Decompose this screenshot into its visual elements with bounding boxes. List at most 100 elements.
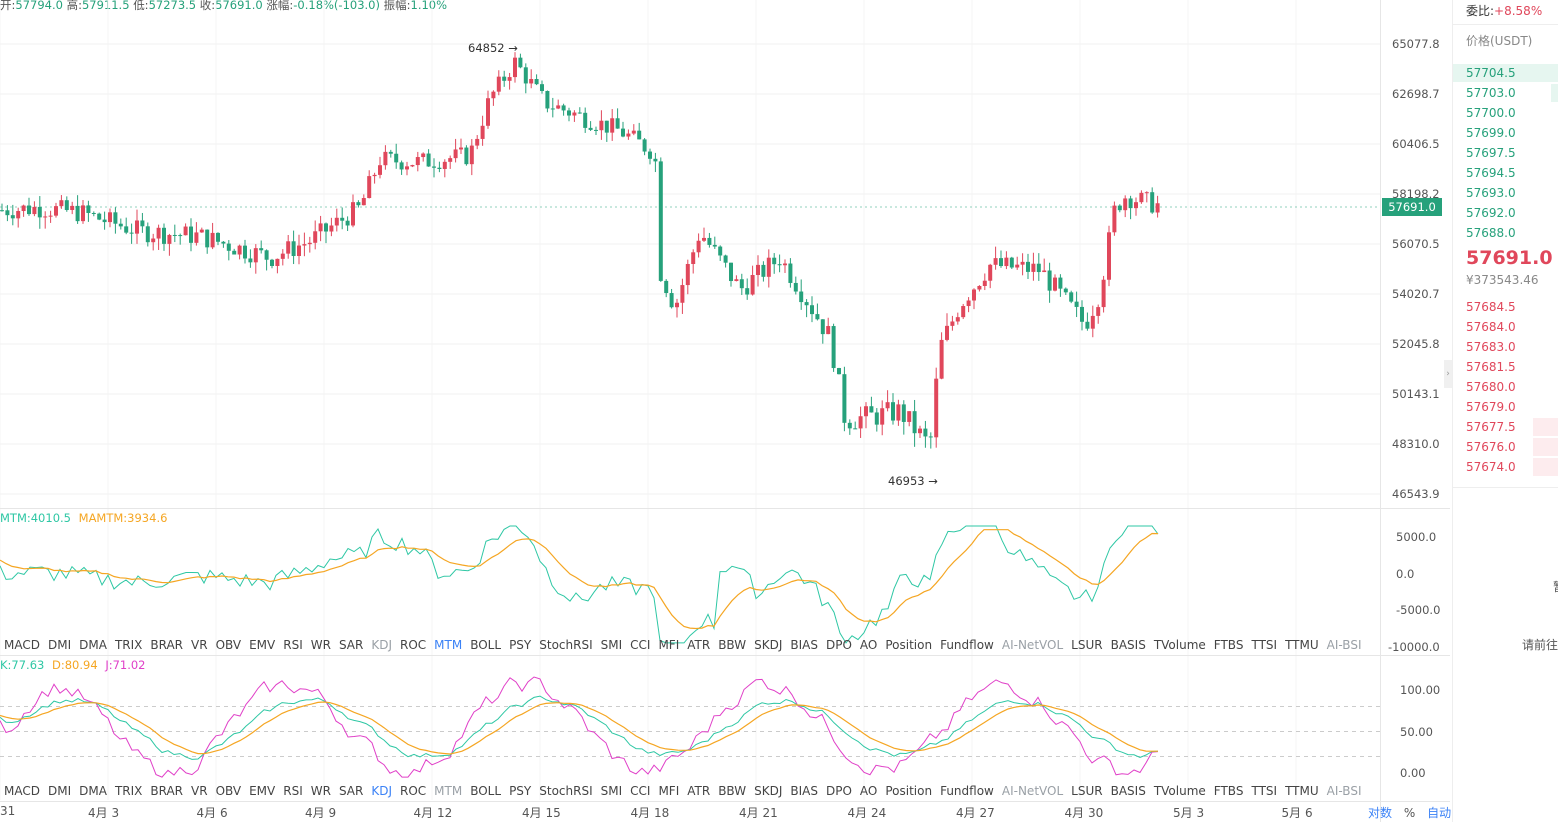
- indicator-tab-brar[interactable]: BRAR: [150, 784, 184, 798]
- indicator-tab-bbw[interactable]: BBW: [718, 638, 747, 652]
- ask-row[interactable]: 57704.5: [1453, 63, 1558, 83]
- indicator-tab-ao[interactable]: AO: [859, 638, 878, 652]
- collapse-panel-handle[interactable]: ›: [1444, 360, 1452, 388]
- indicator-tab-emv[interactable]: EMV: [249, 784, 276, 798]
- indicator-tab-trix[interactable]: TRIX: [114, 638, 143, 652]
- indicator-tab-roc[interactable]: ROC: [400, 638, 427, 652]
- indicator-tab-vr[interactable]: VR: [191, 784, 208, 798]
- bid-row[interactable]: 57684.5: [1453, 297, 1558, 317]
- ask-row[interactable]: 57692.0: [1453, 203, 1558, 223]
- indicator-tab-stochrsi[interactable]: StochRSI: [539, 638, 593, 652]
- bid-row[interactable]: 57681.5: [1453, 357, 1558, 377]
- indicator-tab-smi[interactable]: SMI: [600, 784, 623, 798]
- indicator-tab-rsi[interactable]: RSI: [283, 638, 303, 652]
- indicator-tab-dmi[interactable]: DMI: [47, 638, 72, 652]
- indicator-tab-obv[interactable]: OBV: [215, 638, 242, 652]
- indicator-tab-dmi[interactable]: DMI: [47, 784, 72, 798]
- indicator-tab-kdj[interactable]: KDJ: [371, 638, 392, 652]
- bid-row[interactable]: 57679.0: [1453, 397, 1558, 417]
- indicator-tab-ttsi[interactable]: TTSI: [1251, 784, 1278, 798]
- indicator-tab-mtm[interactable]: MTM: [434, 638, 463, 652]
- indicator-tab-bbw[interactable]: BBW: [718, 784, 747, 798]
- indicator-tab-ttmu[interactable]: TTMU: [1285, 784, 1319, 798]
- indicator-tab-position[interactable]: Position: [885, 784, 933, 798]
- indicator-tab-skdj[interactable]: SKDJ: [754, 784, 783, 798]
- indicator-tab-ttsi[interactable]: TTSI: [1251, 638, 1278, 652]
- indicator-tab-cci[interactable]: CCI: [630, 784, 651, 798]
- indicator-tab-boll[interactable]: BOLL: [470, 784, 502, 798]
- percent-scale-toggle[interactable]: %: [1403, 806, 1416, 820]
- indicator-tab-dpo[interactable]: DPO: [825, 784, 852, 798]
- indicator-tab-tvolume[interactable]: TVolume: [1153, 784, 1206, 798]
- auto-scale-toggle[interactable]: 自动: [1427, 806, 1452, 820]
- indicator-tab-macd[interactable]: MACD: [4, 784, 40, 798]
- log-scale-toggle[interactable]: 对数: [1368, 806, 1393, 820]
- indicator-tab-cci[interactable]: CCI: [630, 638, 651, 652]
- indicator-tab-smi[interactable]: SMI: [600, 638, 623, 652]
- ask-row[interactable]: 57693.0: [1453, 183, 1558, 203]
- indicator-tab-psy[interactable]: PSY: [509, 638, 532, 652]
- indicator-tab-wr[interactable]: WR: [310, 784, 331, 798]
- indicator-tab-ai-netvol[interactable]: AI-NetVOL: [1001, 784, 1064, 798]
- indicator-tab-obv[interactable]: OBV: [215, 784, 242, 798]
- ask-row[interactable]: 57700.0: [1453, 103, 1558, 123]
- indicator-tab-ftbs[interactable]: FTBS: [1213, 638, 1244, 652]
- ask-row[interactable]: 57697.5: [1453, 143, 1558, 163]
- indicator-tab-ttmu[interactable]: TTMU: [1285, 638, 1319, 652]
- bid-row[interactable]: 57674.0: [1453, 457, 1558, 477]
- indicator-tab-ai-netvol[interactable]: AI-NetVOL: [1001, 638, 1064, 652]
- ask-row[interactable]: 57699.0: [1453, 123, 1558, 143]
- indicator-tab-mfi[interactable]: MFI: [658, 784, 680, 798]
- indicator-tab-roc[interactable]: ROC: [400, 784, 427, 798]
- indicator-tab-bias[interactable]: BIAS: [790, 638, 818, 652]
- indicator-tab-wr[interactable]: WR: [310, 638, 331, 652]
- indicator-tab-atr[interactable]: ATR: [687, 638, 711, 652]
- ask-row[interactable]: 57703.0: [1453, 83, 1558, 103]
- indicator-tab-mtm[interactable]: MTM: [434, 784, 463, 798]
- indicator-tab-psy[interactable]: PSY: [509, 784, 532, 798]
- indicator-tab-ai-bsi[interactable]: AI-BSI: [1326, 638, 1362, 652]
- bid-price: 57679.0: [1466, 400, 1516, 414]
- indicator-tab-kdj[interactable]: KDJ: [371, 784, 392, 798]
- indicator-tab-fundflow[interactable]: Fundflow: [940, 638, 994, 652]
- indicator-tab-fundflow[interactable]: Fundflow: [940, 784, 994, 798]
- indicator-tab-bias[interactable]: BIAS: [790, 784, 818, 798]
- bid-row[interactable]: 57684.0: [1453, 317, 1558, 337]
- candlestick-chart[interactable]: [0, 0, 1380, 822]
- indicator-tab-dma[interactable]: DMA: [79, 784, 107, 798]
- indicator-tab-ao[interactable]: AO: [859, 784, 878, 798]
- indicator-tab-tvolume[interactable]: TVolume: [1153, 638, 1206, 652]
- indicator-tab-dma[interactable]: DMA: [79, 638, 107, 652]
- indicator-tab-basis[interactable]: BASIS: [1110, 638, 1146, 652]
- candle-body: [815, 314, 820, 320]
- indicator-tab-position[interactable]: Position: [885, 638, 933, 652]
- indicator-tab-emv[interactable]: EMV: [249, 638, 276, 652]
- indicator-tab-macd[interactable]: MACD: [4, 638, 40, 652]
- indicator-tab-boll[interactable]: BOLL: [470, 638, 502, 652]
- indicator-tab-lsur[interactable]: LSUR: [1071, 638, 1103, 652]
- candle-body: [621, 128, 625, 137]
- indicator-tab-trix[interactable]: TRIX: [114, 784, 143, 798]
- indicator-tab-vr[interactable]: VR: [191, 638, 208, 652]
- indicator-tab-basis[interactable]: BASIS: [1110, 784, 1146, 798]
- indicator-tab-brar[interactable]: BRAR: [150, 638, 184, 652]
- candle-body: [642, 139, 647, 152]
- indicator-tab-mfi[interactable]: MFI: [658, 638, 680, 652]
- bid-row[interactable]: 57676.0: [1453, 437, 1558, 457]
- indicator-tab-dpo[interactable]: DPO: [825, 638, 852, 652]
- ask-row[interactable]: 57694.5: [1453, 163, 1558, 183]
- indicator-tab-atr[interactable]: ATR: [687, 784, 711, 798]
- bid-row[interactable]: 57677.5: [1453, 417, 1558, 437]
- indicator-tab-ai-bsi[interactable]: AI-BSI: [1326, 784, 1362, 798]
- indicator-tab-sar[interactable]: SAR: [338, 784, 364, 798]
- indicator-tab-sar[interactable]: SAR: [338, 638, 364, 652]
- candle-body: [756, 264, 760, 276]
- indicator-tab-stochrsi[interactable]: StochRSI: [539, 784, 593, 798]
- indicator-tab-lsur[interactable]: LSUR: [1071, 784, 1103, 798]
- bid-row[interactable]: 57680.0: [1453, 377, 1558, 397]
- indicator-tab-skdj[interactable]: SKDJ: [754, 638, 783, 652]
- indicator-tab-ftbs[interactable]: FTBS: [1213, 784, 1244, 798]
- ask-row[interactable]: 57688.0: [1453, 223, 1558, 243]
- bid-row[interactable]: 57683.0: [1453, 337, 1558, 357]
- indicator-tab-rsi[interactable]: RSI: [283, 784, 303, 798]
